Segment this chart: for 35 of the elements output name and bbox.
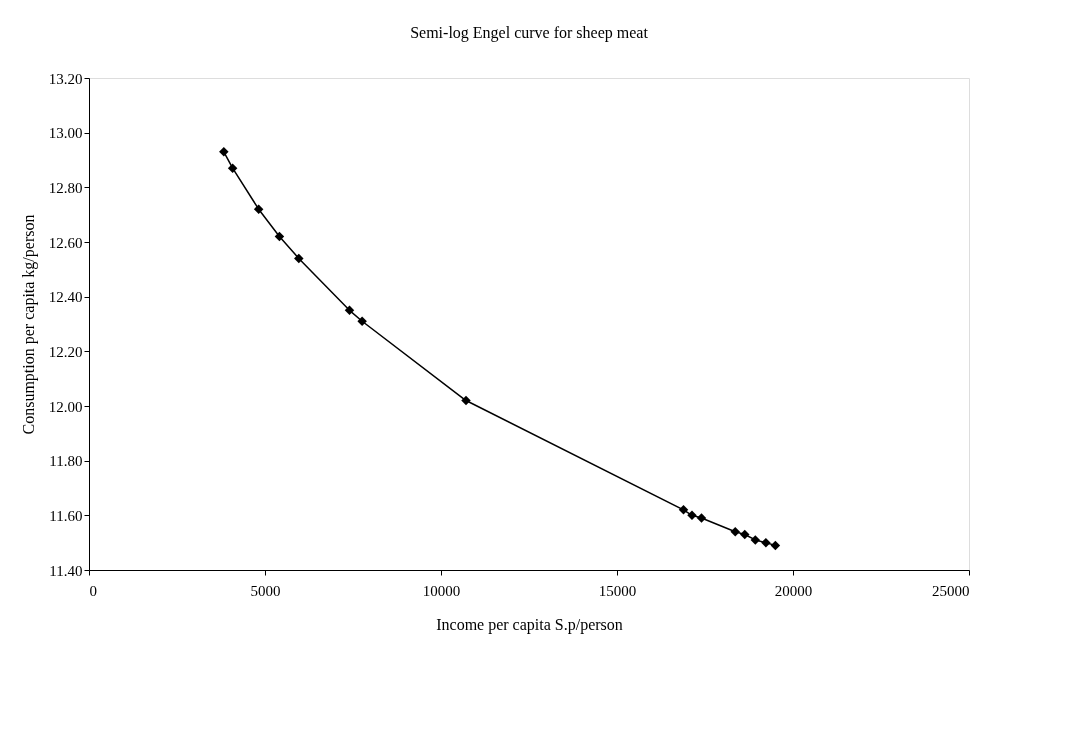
y-tick-label: 12.80: [48, 179, 83, 196]
point: [696, 513, 707, 523]
point: [687, 510, 697, 521]
x-tick-label: 5000: [250, 582, 281, 599]
chart-title: Semi-log Engel curve for sheep meat: [410, 24, 649, 42]
point: [761, 537, 771, 548]
point: [730, 526, 741, 537]
point: [357, 316, 367, 327]
x-tick-label: 10000: [422, 582, 461, 599]
point: [344, 305, 355, 316]
x-tick-label: 0: [89, 582, 97, 599]
y-tick-label: 12.40: [48, 289, 83, 306]
point: [219, 147, 229, 157]
y-tick-label: 12.60: [48, 234, 83, 251]
x-tick-label: 25000: [932, 582, 970, 599]
y-tick-label: 13.00: [48, 125, 83, 142]
y-tick-label: 11.60: [49, 507, 83, 524]
point: [294, 253, 304, 264]
x-tick-label: 20000: [774, 582, 813, 599]
point: [227, 163, 238, 173]
y-tick-label: 11.40: [49, 562, 83, 579]
point: [678, 505, 689, 515]
y-tick-label: 11.80: [49, 453, 83, 470]
x-tick-label: 15000: [598, 582, 637, 599]
point: [740, 529, 750, 540]
y-tick-label: 12.20: [48, 343, 83, 360]
y-tick-label: 13.20: [48, 70, 83, 87]
x-axis-title: Income per capita S.p/person: [436, 615, 623, 634]
point: [253, 204, 264, 214]
point: [274, 231, 285, 242]
point: [770, 540, 781, 551]
y-tick-label: 12.00: [48, 398, 83, 415]
y-axis-title: Consumption per capita kg/person: [19, 214, 38, 435]
point: [750, 535, 761, 545]
point: [461, 395, 471, 406]
